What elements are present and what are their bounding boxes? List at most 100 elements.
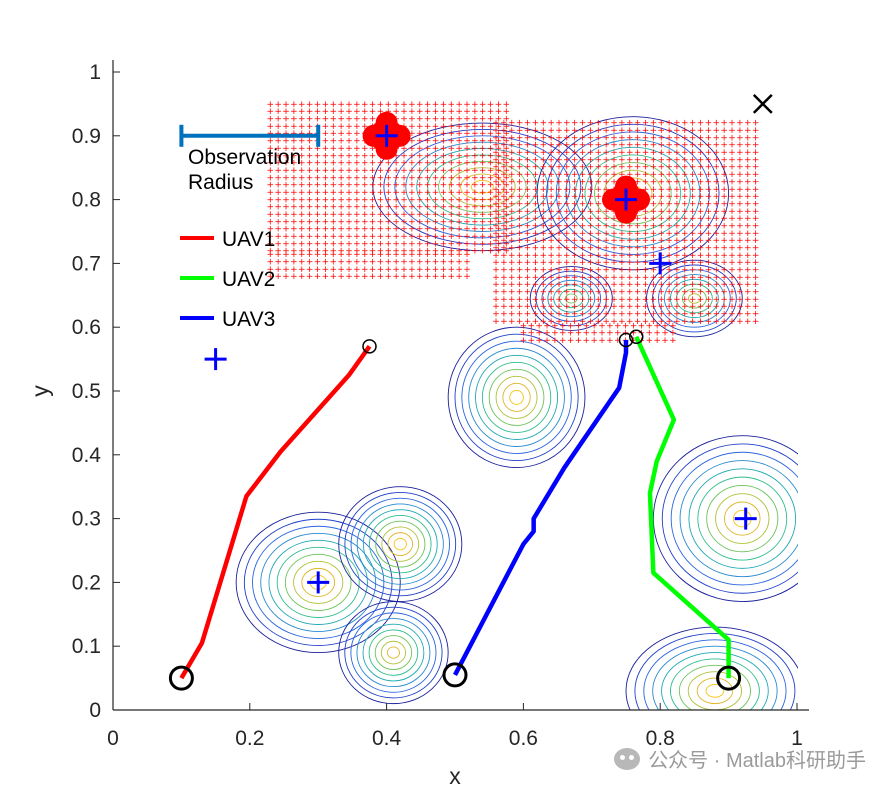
observation-dot: +: [728, 119, 736, 129]
observation-dot: +: [595, 148, 603, 158]
observation-dot: +: [455, 265, 463, 275]
observation-dot: +: [555, 199, 563, 209]
observation-dot: +: [508, 295, 516, 305]
contour-ring: [546, 123, 720, 263]
observation-dot: +: [329, 166, 337, 176]
observation-dot: +: [447, 247, 455, 257]
observation-dot: +: [618, 280, 626, 290]
observation-dot: +: [500, 309, 508, 319]
observation-dot: +: [408, 144, 416, 154]
observation-dot: +: [547, 302, 555, 312]
observation-dot: +: [634, 317, 642, 327]
observation-dot: +: [713, 170, 721, 180]
observation-dot: +: [532, 258, 540, 268]
observation-dot: +: [587, 148, 595, 158]
observation-dot: +: [555, 221, 563, 231]
observation-dot: +: [416, 210, 424, 220]
observation-dot: +: [337, 115, 345, 125]
observation-dot: +: [385, 210, 393, 220]
observation-dot: +: [508, 280, 516, 290]
observation-dot: +: [385, 159, 393, 169]
contour-ring: [372, 122, 593, 252]
contour-ring: [541, 275, 602, 322]
observation-dot: +: [508, 273, 516, 283]
observation-dot: +: [595, 243, 603, 253]
observation-dot: +: [595, 133, 603, 143]
observation-dot: +: [267, 173, 275, 183]
observation-dot: +: [575, 336, 583, 346]
observation-dot: +: [555, 309, 563, 319]
observation-dot: +: [471, 166, 479, 176]
observation-dot: +: [602, 309, 610, 319]
observation-dot: +: [508, 155, 516, 165]
observation-dot: +: [673, 141, 681, 151]
observation-dot: +: [657, 214, 665, 224]
observation-dot: +: [595, 170, 603, 180]
observation-dot: +: [543, 321, 551, 331]
observation-dot: +: [463, 225, 471, 235]
observation-dot: +: [337, 188, 345, 198]
observation-dot: +: [752, 273, 760, 283]
observation-dot: +: [492, 126, 500, 136]
observation-dot: +: [551, 321, 559, 331]
observation-dot: +: [665, 155, 673, 165]
observation-dot: +: [479, 217, 487, 227]
observation-dot: +: [447, 232, 455, 242]
observation-dot: +: [440, 115, 448, 125]
observation-dot: +: [539, 243, 547, 253]
observation-dot: +: [408, 239, 416, 249]
observation-dot: +: [369, 239, 377, 249]
observation-dot: +: [424, 144, 432, 154]
observation-dot: +: [720, 243, 728, 253]
observation-dot: +: [440, 188, 448, 198]
observation-dot: +: [361, 107, 369, 117]
observation-dot: +: [282, 239, 290, 249]
observation-dot: +: [650, 302, 658, 312]
observation-dot: +: [290, 173, 298, 183]
observation-dot: +: [587, 243, 595, 253]
x-tick-label: 0: [107, 727, 119, 750]
observation-dot: +: [385, 265, 393, 275]
observation-dot: +: [697, 317, 705, 327]
observation-dot: +: [720, 170, 728, 180]
observation-dot: +: [681, 302, 689, 312]
observation-dot: +: [713, 295, 721, 305]
observation-dot: +: [306, 166, 314, 176]
observation-dot: +: [282, 100, 290, 110]
observation-dot: +: [689, 302, 697, 312]
observation-dot: +: [392, 257, 400, 267]
observation-dot: +: [392, 151, 400, 161]
observation-dot: +: [400, 210, 408, 220]
observation-dot: +: [665, 148, 673, 158]
observation-dot: +: [634, 177, 642, 187]
observation-dot: +: [634, 119, 642, 129]
observation-dot: +: [479, 159, 487, 169]
observation-dot: +: [492, 243, 500, 253]
observation-dot: +: [697, 163, 705, 173]
observation-dot: +: [551, 329, 559, 339]
observation-dot: +: [634, 273, 642, 283]
observation-dot: +: [492, 229, 500, 239]
observation-dot: +: [681, 295, 689, 305]
observation-dot: +: [673, 163, 681, 173]
observation-dot: +: [657, 317, 665, 327]
observation-dot: +: [610, 265, 618, 275]
observation-dot: +: [650, 229, 658, 239]
observation-dot: +: [471, 232, 479, 242]
observation-dot: +: [424, 247, 432, 257]
observation-dot: +: [697, 199, 705, 209]
observation-dot: +: [400, 144, 408, 154]
observation-dot: +: [440, 225, 448, 235]
observation-dot: +: [353, 203, 361, 213]
observation-dot: +: [495, 210, 503, 220]
observation-dot: +: [524, 126, 532, 136]
observation-dot: +: [290, 107, 298, 117]
observation-dot: +: [274, 144, 282, 154]
observation-dot: +: [657, 119, 665, 129]
observation-dot: +: [524, 295, 532, 305]
observation-dot: +: [503, 137, 511, 147]
observation-dot: +: [424, 257, 432, 267]
observation-dot: +: [447, 195, 455, 205]
observation-dot: +: [532, 148, 540, 158]
observation-dot: +: [306, 173, 314, 183]
